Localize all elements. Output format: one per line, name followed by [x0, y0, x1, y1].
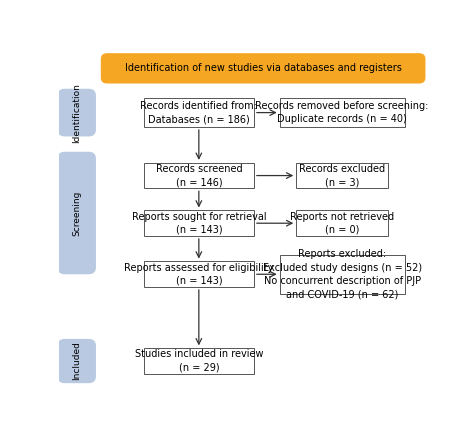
Text: Reports excluded:
Excluded study designs (n = 52)
No concurrent description of P: Reports excluded: Excluded study designs…	[263, 249, 422, 299]
FancyBboxPatch shape	[144, 98, 254, 127]
Text: Reports not retrieved
(n = 0): Reports not retrieved (n = 0)	[290, 212, 394, 235]
FancyBboxPatch shape	[280, 98, 405, 127]
FancyBboxPatch shape	[144, 210, 254, 236]
Text: Identification of new studies via databases and registers: Identification of new studies via databa…	[125, 63, 401, 73]
Text: Reports sought for retrieval
(n = 143): Reports sought for retrieval (n = 143)	[131, 212, 266, 235]
FancyBboxPatch shape	[58, 89, 95, 136]
FancyBboxPatch shape	[296, 210, 388, 236]
Text: Records identified from:
Databases (n = 186): Records identified from: Databases (n = …	[140, 101, 257, 124]
Text: Records screened
(n = 146): Records screened (n = 146)	[155, 164, 242, 187]
Text: Screening: Screening	[72, 191, 81, 236]
Text: Records removed before screening:
Duplicate records (n = 40): Records removed before screening: Duplic…	[255, 101, 429, 124]
FancyBboxPatch shape	[144, 262, 254, 287]
FancyBboxPatch shape	[101, 54, 425, 83]
Text: Included: Included	[72, 342, 81, 381]
Text: Studies included in review
(n = 29): Studies included in review (n = 29)	[135, 350, 263, 373]
FancyBboxPatch shape	[280, 255, 405, 294]
FancyBboxPatch shape	[296, 163, 388, 188]
FancyBboxPatch shape	[58, 152, 95, 274]
FancyBboxPatch shape	[58, 339, 95, 382]
Text: Records excluded
(n = 3): Records excluded (n = 3)	[299, 164, 385, 187]
Text: Reports assessed for eligibility
(n = 143): Reports assessed for eligibility (n = 14…	[124, 263, 273, 286]
Text: Identification: Identification	[72, 83, 81, 142]
FancyBboxPatch shape	[144, 163, 254, 188]
FancyBboxPatch shape	[144, 348, 254, 374]
